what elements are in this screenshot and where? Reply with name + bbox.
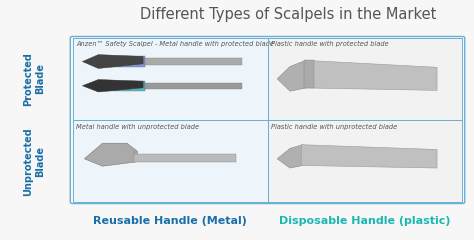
FancyBboxPatch shape — [267, 38, 463, 120]
Polygon shape — [304, 60, 437, 90]
FancyBboxPatch shape — [97, 56, 145, 67]
Text: Plastic handle with protected blade: Plastic handle with protected blade — [271, 41, 389, 47]
FancyBboxPatch shape — [143, 58, 242, 65]
FancyBboxPatch shape — [73, 38, 267, 120]
Polygon shape — [135, 151, 237, 162]
Text: Disposable Handle (plastic): Disposable Handle (plastic) — [279, 216, 451, 226]
Polygon shape — [82, 79, 143, 92]
FancyBboxPatch shape — [97, 81, 145, 91]
Polygon shape — [84, 143, 137, 166]
Text: Anzen™ Safety Scalpel - Metal handle with protected blade: Anzen™ Safety Scalpel - Metal handle wit… — [76, 41, 274, 47]
Text: Different Types of Scalpels in the Market: Different Types of Scalpels in the Marke… — [140, 7, 437, 22]
Polygon shape — [82, 55, 143, 68]
Polygon shape — [277, 145, 303, 168]
FancyBboxPatch shape — [267, 120, 463, 202]
Text: Unprotected
Blade: Unprotected Blade — [23, 127, 45, 196]
Polygon shape — [301, 145, 437, 168]
Text: Reusable Handle (Metal): Reusable Handle (Metal) — [93, 216, 247, 226]
Text: Protected
Blade: Protected Blade — [23, 52, 45, 106]
FancyBboxPatch shape — [143, 83, 242, 89]
FancyBboxPatch shape — [304, 60, 314, 88]
Text: Metal handle with unprotected blade: Metal handle with unprotected blade — [76, 124, 200, 130]
Text: Plastic handle with unprotected blade: Plastic handle with unprotected blade — [271, 124, 398, 130]
FancyBboxPatch shape — [73, 120, 267, 202]
Polygon shape — [277, 60, 306, 91]
